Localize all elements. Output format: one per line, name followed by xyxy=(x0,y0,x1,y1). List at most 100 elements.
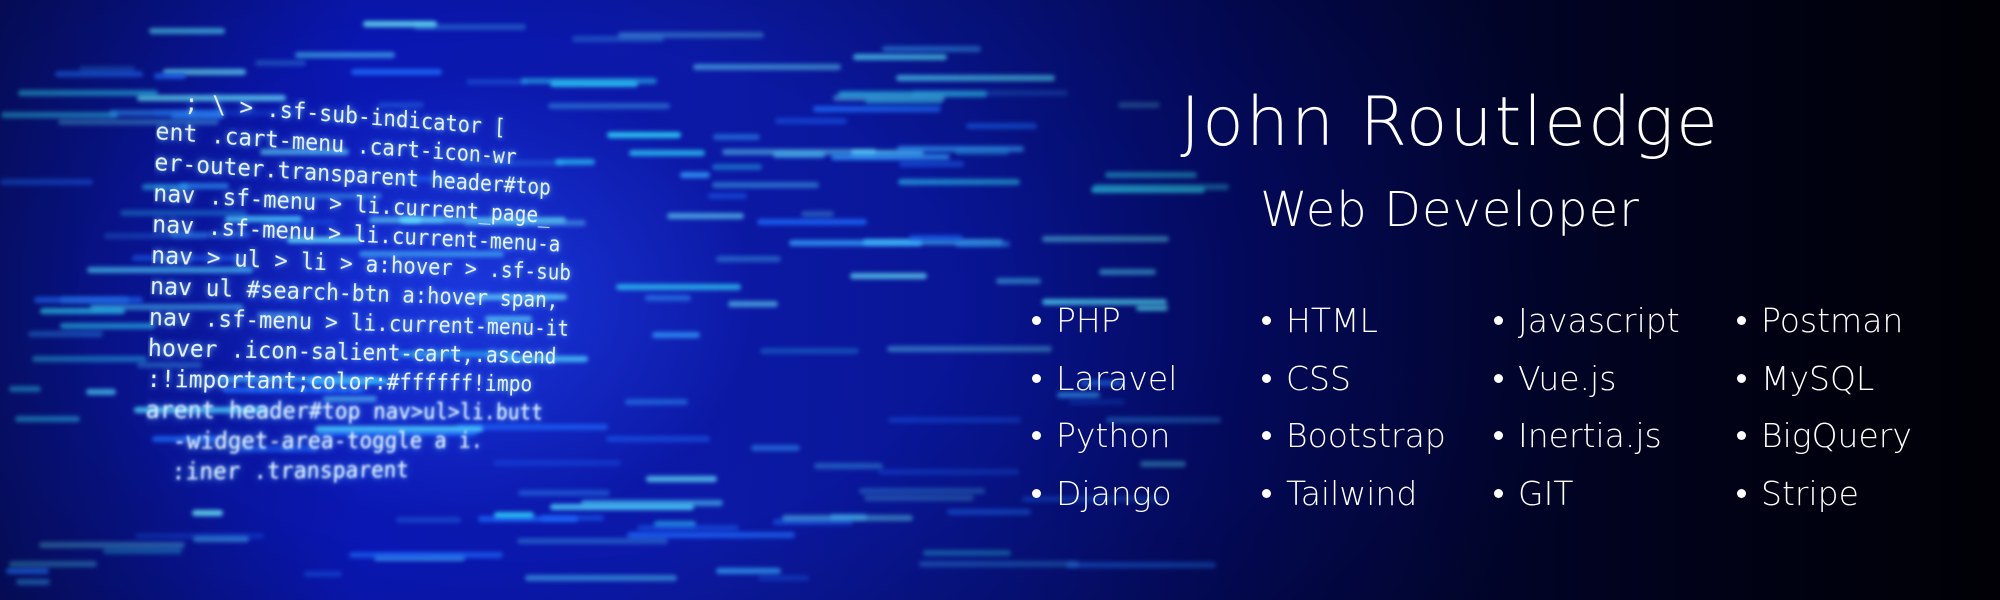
streak-decoration xyxy=(760,348,859,354)
streak-decoration xyxy=(712,182,818,188)
streak-decoration xyxy=(693,64,841,70)
skill-label: Django xyxy=(1056,474,1172,513)
skill-item: Django xyxy=(1028,465,1258,523)
skill-label: Laravel xyxy=(1056,359,1177,398)
streak-decoration xyxy=(878,469,1019,475)
skill-label: Bootstrap xyxy=(1286,416,1446,455)
streak-decoration xyxy=(351,69,442,75)
skill-label: Postman xyxy=(1761,301,1903,340)
code-background: ; \ > .sf-sub-indicator [ent .cart-menu … xyxy=(143,85,701,488)
streak-decoration xyxy=(572,36,664,42)
skill-label: Stripe xyxy=(1761,474,1859,513)
streak-decoration xyxy=(716,256,782,262)
skill-item: Bootstrap xyxy=(1258,407,1490,465)
streak-decoration xyxy=(15,416,79,422)
streak-decoration xyxy=(708,193,747,199)
streak-decoration xyxy=(947,509,1031,515)
bullet-icon xyxy=(1262,431,1271,440)
streak-decoration xyxy=(149,28,225,34)
streak-decoration xyxy=(0,179,93,185)
streak-decoration xyxy=(60,323,155,329)
streak-decoration xyxy=(517,538,668,544)
skill-item: Postman xyxy=(1733,292,1973,350)
streak-decoration xyxy=(525,575,677,581)
streak-decoration xyxy=(909,235,963,241)
streak-decoration xyxy=(859,488,985,494)
skill-item: Python xyxy=(1028,407,1258,465)
streak-decoration xyxy=(363,21,437,27)
streak-decoration xyxy=(919,561,1079,567)
streak-decoration xyxy=(801,211,834,217)
skill-label: BigQuery xyxy=(1761,416,1912,455)
bullet-icon xyxy=(1494,316,1503,325)
skill-label: MySQL xyxy=(1761,359,1874,398)
streak-decoration xyxy=(897,146,1024,152)
skill-item: Tailwind xyxy=(1258,465,1490,523)
streak-decoration xyxy=(716,568,781,574)
skill-label: Javascript xyxy=(1518,301,1680,340)
streak-decoration xyxy=(728,301,778,307)
streak-decoration xyxy=(1099,269,1155,275)
streak-decoration xyxy=(1,112,118,118)
streak-decoration xyxy=(955,241,1010,247)
streak-decoration xyxy=(32,356,147,362)
bullet-icon xyxy=(1494,489,1503,498)
skill-item: Laravel xyxy=(1028,350,1258,408)
bullet-icon xyxy=(1262,316,1271,325)
streak-decoration xyxy=(255,60,306,66)
streak-decoration xyxy=(864,495,974,501)
streak-decoration xyxy=(888,417,1021,423)
streak-decoration xyxy=(18,90,159,96)
streak-decoration xyxy=(882,46,981,52)
skill-item: MySQL xyxy=(1733,350,1973,408)
skill-label: Vue.js xyxy=(1518,359,1616,398)
streak-decoration xyxy=(135,533,264,539)
streak-decoration xyxy=(637,525,739,531)
streak-decoration xyxy=(40,308,124,314)
streak-decoration xyxy=(28,331,103,337)
streak-decoration xyxy=(34,297,143,303)
skill-label: Python xyxy=(1056,416,1170,455)
code-line: arent header#top nav>ul>li.butt xyxy=(145,395,692,427)
streak-decoration xyxy=(758,575,810,581)
bullet-icon xyxy=(1262,374,1271,383)
streak-decoration xyxy=(349,552,503,558)
bullet-icon xyxy=(1032,489,1041,498)
skill-label: GIT xyxy=(1518,474,1573,513)
bullet-icon xyxy=(1032,431,1041,440)
bullet-icon xyxy=(1737,489,1746,498)
streak-decoration xyxy=(295,52,395,58)
code-line: -widget-area-toggle a i. xyxy=(144,426,691,457)
streak-decoration xyxy=(966,123,1037,129)
streak-decoration xyxy=(850,273,927,279)
streak-decoration xyxy=(865,98,944,104)
streak-decoration xyxy=(899,161,965,167)
bullet-icon xyxy=(1737,431,1746,440)
skill-label: PHP xyxy=(1056,301,1121,340)
streak-decoration xyxy=(548,103,670,109)
streak-decoration xyxy=(86,389,117,395)
skill-label: HTML xyxy=(1286,301,1378,340)
streak-decoration xyxy=(9,561,97,567)
streak-decoration xyxy=(853,54,947,60)
streak-decoration xyxy=(304,571,342,577)
bullet-icon xyxy=(1032,316,1041,325)
streak-decoration xyxy=(775,118,846,124)
streak-decoration xyxy=(782,515,913,521)
streak-decoration xyxy=(923,550,1011,556)
skill-label: Inertia.js xyxy=(1518,416,1662,455)
skill-item: Stripe xyxy=(1733,465,1973,523)
skill-item: BigQuery xyxy=(1733,407,1973,465)
streak-decoration xyxy=(466,79,527,85)
streak-decoration xyxy=(103,548,182,554)
skill-item: CSS xyxy=(1258,350,1490,408)
streak-decoration xyxy=(813,106,941,112)
streak-decoration xyxy=(757,219,868,225)
skill-label: Tailwind xyxy=(1286,474,1417,513)
skill-item: PHP xyxy=(1028,292,1258,350)
streak-decoration xyxy=(550,504,695,510)
bullet-icon xyxy=(1032,374,1041,383)
developer-name: John Routledge xyxy=(1050,78,1850,168)
streak-decoration xyxy=(494,512,533,518)
